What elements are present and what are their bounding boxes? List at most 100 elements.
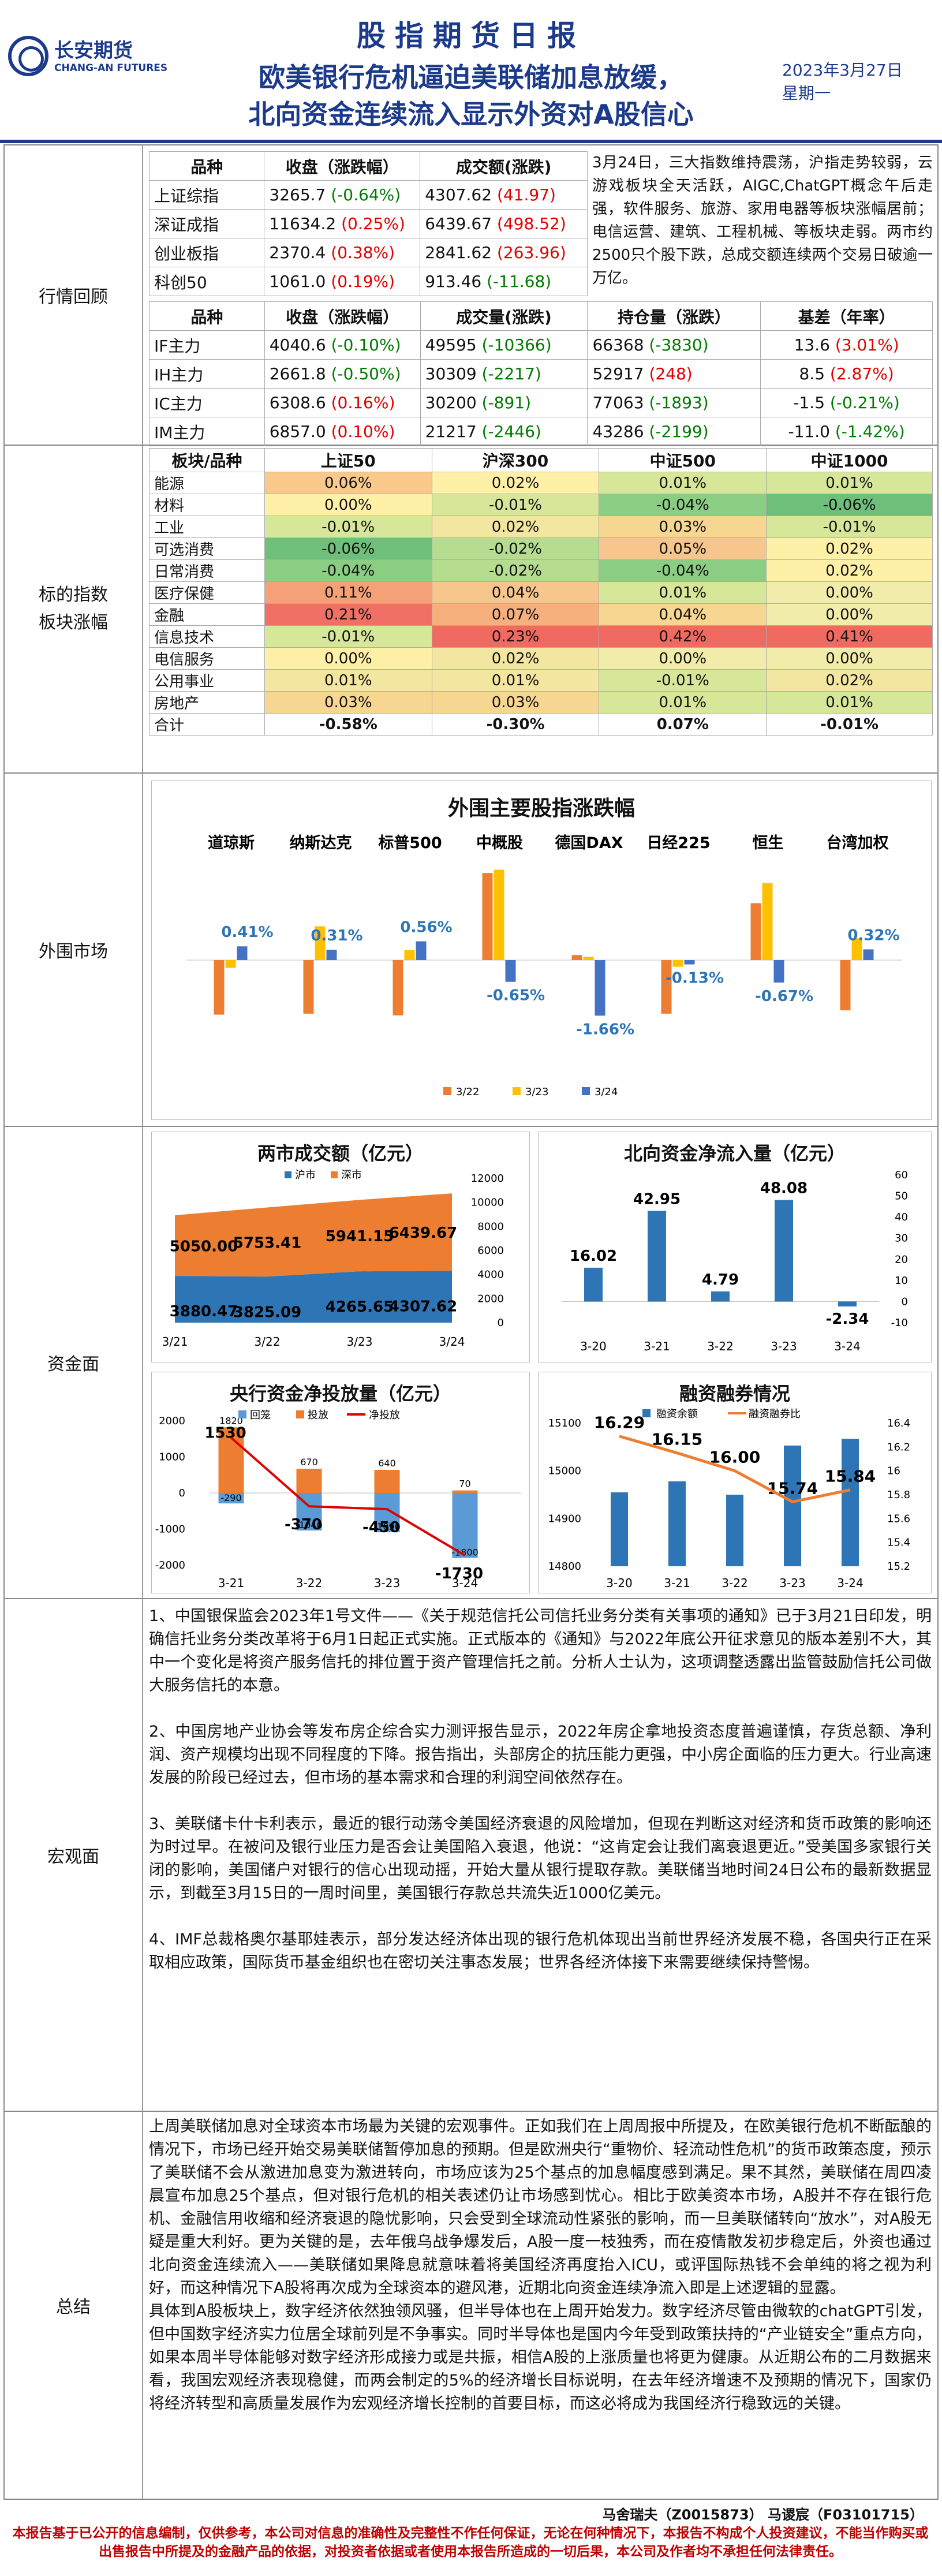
spot-index-table: 品种 收盘（涨跌幅） 成交额(涨跌) 上证综指 3265.7 (-0.64%) 43… bbox=[148, 151, 588, 296]
close-value: 6857.0 bbox=[269, 422, 326, 441]
row-label: 创业板指 bbox=[148, 238, 265, 267]
sector-change: 0.02% bbox=[825, 671, 873, 689]
x-tick-label: 3-24 bbox=[837, 1576, 863, 1590]
close-cell: 4040.6 (-0.10%) bbox=[264, 330, 421, 360]
turnover-value: 6439.67 bbox=[425, 214, 492, 233]
bar-withdraw bbox=[218, 1493, 244, 1504]
total-cell: 0.07% bbox=[599, 713, 767, 736]
y-tick-label: 0 bbox=[179, 1487, 185, 1499]
data-label: 5753.41 bbox=[233, 1234, 301, 1252]
volume-change: (-2217) bbox=[481, 364, 541, 383]
data-label: 0.41% bbox=[221, 924, 273, 941]
open-interest-value: 43286 bbox=[592, 422, 644, 441]
legend-swatch bbox=[331, 1171, 338, 1178]
sector-change: 0.00% bbox=[825, 584, 873, 602]
legend-swatch bbox=[642, 1409, 651, 1417]
sector-change: 0.07% bbox=[491, 606, 540, 624]
change-percent: (0.25%) bbox=[341, 214, 405, 233]
table-row: IC主力 6308.6 (0.16%) 30200 (-891) 77063 (-18… bbox=[149, 388, 933, 417]
data-label: -1730 bbox=[435, 1565, 483, 1582]
bar-3-22 bbox=[571, 955, 582, 960]
change-percent: (0.19%) bbox=[331, 272, 395, 291]
row-label: 深证成指 bbox=[148, 209, 265, 238]
heatmap-cell: 0.01% bbox=[431, 669, 600, 692]
bar-3-23 bbox=[225, 960, 236, 968]
bar-3-22 bbox=[303, 960, 314, 1014]
contract-name: IC主力 bbox=[154, 394, 203, 413]
bar-3-23 bbox=[583, 957, 594, 960]
report-title: 股指期货日报 bbox=[357, 19, 585, 53]
bar-3-24 bbox=[326, 950, 337, 960]
sector-change: -0.01% bbox=[489, 496, 543, 514]
total-cell: -0.58% bbox=[264, 713, 432, 736]
sector-change: 0.01% bbox=[659, 474, 707, 492]
bar-3-22 bbox=[750, 903, 761, 960]
heatmap-cell: -0.01% bbox=[766, 516, 933, 538]
legend-label: 3/22 bbox=[456, 1086, 479, 1098]
bar-3-24 bbox=[505, 960, 516, 982]
margin-chart-svg: 15100 15000 14900 14800 16.4 16.2 16 15.8 15.6 15… bbox=[548, 1408, 910, 1590]
bar-inject bbox=[452, 1490, 478, 1493]
y-tick-label: 20 bbox=[895, 1253, 908, 1265]
category-label: 标普500 bbox=[378, 834, 442, 852]
legend-swatch bbox=[238, 1410, 246, 1418]
legend-label: 投放 bbox=[308, 1409, 328, 1421]
sector-change: 0.02% bbox=[491, 649, 540, 667]
bar-3-23 bbox=[672, 960, 683, 967]
sector-change: 0.04% bbox=[659, 606, 707, 624]
close-cell: 2370.4 (0.38%) bbox=[264, 238, 421, 267]
table-row: 公用事业 0.01% 0.01% -0.01% 0.02% bbox=[149, 669, 933, 692]
legend-swatch bbox=[513, 1087, 521, 1095]
x-tick-label: 3-20 bbox=[606, 1576, 632, 1590]
line-margin-ratio bbox=[619, 1435, 851, 1504]
data-label: -0.67% bbox=[755, 988, 813, 1005]
table-header: 成交量(涨跌) bbox=[420, 301, 588, 331]
bar-3-22 bbox=[840, 960, 851, 1010]
x-tick-label: 3-23 bbox=[771, 1339, 797, 1353]
sector-change: -0.01% bbox=[322, 518, 375, 536]
basis-rate: (3.01%) bbox=[835, 335, 899, 354]
sector-change: 0.00% bbox=[659, 649, 707, 667]
close-value: 4040.6 bbox=[269, 335, 326, 354]
sector-change: 0.02% bbox=[491, 518, 540, 536]
category-label: 恒生 bbox=[753, 834, 784, 852]
heatmap-cell: 0.05% bbox=[599, 537, 767, 560]
sector-change: 0.04% bbox=[491, 584, 540, 602]
y-tick-label: 4000 bbox=[477, 1269, 504, 1281]
table-row: 深证成指 11634.2 (0.25%) 6439.67 (498.52) bbox=[148, 209, 588, 238]
table-row: IH主力 2661.8 (-0.50%) 30309 (-2217) 52917 (2… bbox=[149, 359, 933, 389]
table-header: 持仓量（涨跌） bbox=[587, 301, 761, 331]
row-label: 日常消费 bbox=[149, 559, 265, 582]
legend-swatch bbox=[285, 1171, 291, 1178]
x-tick-label: 3/22 bbox=[255, 1335, 281, 1349]
bar-3-24 bbox=[595, 960, 605, 1016]
category-label: 台湾加权 bbox=[827, 834, 889, 852]
heatmap-cell: 0.00% bbox=[766, 647, 933, 670]
close-cell: 2661.8 (-0.50%) bbox=[264, 359, 421, 389]
bar-withdraw bbox=[452, 1493, 478, 1558]
heatmap-cell: 0.03% bbox=[431, 691, 600, 714]
turnover-value: 2841.62 bbox=[425, 243, 492, 262]
sector-name: 工业 bbox=[154, 520, 185, 537]
section-divider bbox=[3, 772, 939, 774]
sector-name: 公用事业 bbox=[154, 673, 215, 690]
row-label: 材料 bbox=[149, 494, 265, 516]
open-interest-change: (-1893) bbox=[649, 393, 709, 412]
data-label: 5941.15 bbox=[326, 1228, 394, 1245]
heatmap-cell: 0.00% bbox=[264, 494, 432, 516]
y2-tick-label: 16.4 bbox=[887, 1417, 910, 1429]
close-cell: 1061.0 (0.19%) bbox=[264, 267, 421, 296]
heatmap-cell: 0.01% bbox=[599, 581, 767, 604]
macro-paragraph: 1、中国银保监会2023年1号文件——《关于规范信托公司信托业务分类有关事项的通… bbox=[149, 1607, 932, 1694]
contract-name: IH主力 bbox=[154, 365, 204, 384]
heatmap-cell: 0.00% bbox=[766, 603, 933, 626]
y-tick-label: 14900 bbox=[548, 1513, 581, 1525]
basis-rate: (2.87%) bbox=[829, 364, 894, 383]
sector-name: 信息技术 bbox=[154, 629, 215, 647]
volume-change: (-2446) bbox=[481, 422, 541, 441]
turnover-chart-svg: 12000 10000 8000 6000 4000 2000 0 3/21 3880.47 50… bbox=[162, 1169, 504, 1349]
turnover-cell: 6439.67 (498.52) bbox=[420, 209, 588, 238]
sector-change: 0.02% bbox=[825, 540, 873, 558]
section-divider bbox=[3, 2111, 939, 2112]
volume-value: 30200 bbox=[425, 393, 477, 412]
